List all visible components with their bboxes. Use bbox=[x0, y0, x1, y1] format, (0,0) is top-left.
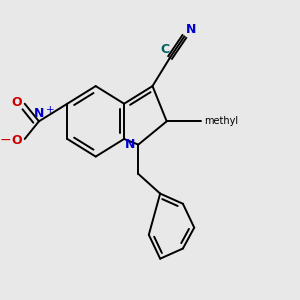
Text: O: O bbox=[11, 134, 22, 147]
Text: O: O bbox=[11, 96, 22, 109]
Text: methyl: methyl bbox=[204, 116, 238, 126]
Text: N: N bbox=[34, 107, 45, 120]
Text: N: N bbox=[186, 23, 196, 36]
Text: N: N bbox=[125, 138, 136, 151]
Text: −: − bbox=[0, 133, 12, 147]
Text: C: C bbox=[160, 43, 169, 56]
Text: +: + bbox=[46, 105, 55, 115]
